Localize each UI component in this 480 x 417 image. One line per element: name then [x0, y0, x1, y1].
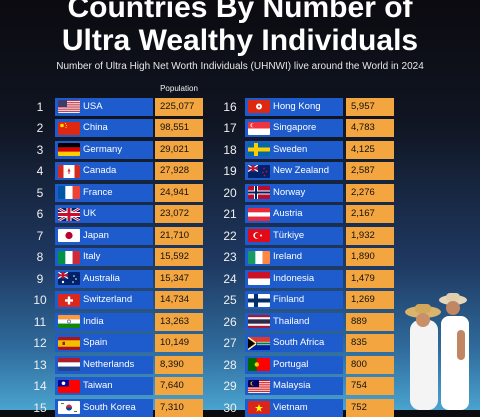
population-value: 1,269 — [346, 291, 394, 309]
subtitle: Number of Ultra High Net Worth Individua… — [56, 61, 424, 72]
france-flag-icon — [58, 186, 80, 199]
rank-number: 24 — [223, 271, 237, 286]
population-value: 1,890 — [346, 248, 394, 266]
population-value: 2,167 — [346, 205, 394, 223]
rank-number: 12 — [33, 336, 47, 350]
south-korea-flag-icon — [58, 401, 80, 414]
population-value: 98,551 — [155, 119, 203, 137]
rank-number: 20 — [223, 185, 237, 200]
rank-number: 14 — [33, 379, 47, 393]
population-value: 4,783 — [346, 119, 394, 137]
rank-number: 27 — [223, 336, 237, 350]
rank-number: 19 — [223, 164, 237, 178]
germany-flag-icon — [58, 143, 80, 156]
rank-number: 21 — [223, 207, 237, 221]
rank-number: 11 — [33, 314, 47, 329]
rank-number: 16 — [223, 99, 237, 114]
population-value: 23,072 — [155, 205, 203, 223]
switzerland-flag-icon — [58, 293, 80, 307]
population-value: 835 — [346, 334, 394, 352]
population-value: 754 — [346, 377, 394, 395]
japan-flag-icon — [58, 229, 80, 242]
norway-flag-icon — [248, 186, 270, 199]
turkiye-flag-icon — [248, 229, 270, 242]
population-value: 21,710 — [155, 226, 203, 245]
south-africa-flag-icon — [248, 336, 270, 350]
china-flag-icon — [58, 121, 80, 135]
population-value: 15,592 — [155, 248, 203, 266]
title-line-2: Ultra Wealthy Individuals — [61, 24, 419, 57]
population-value: 10,149 — [155, 334, 203, 352]
finland-flag-icon — [248, 293, 270, 307]
australia-flag-icon — [58, 272, 80, 285]
rank-number: 17 — [223, 121, 237, 135]
singapore-flag-icon — [248, 121, 270, 135]
population-value: 2,276 — [346, 183, 394, 202]
rank-number: 8 — [36, 250, 44, 264]
sweden-flag-icon — [248, 143, 270, 156]
rank-number: 23 — [223, 250, 237, 264]
vietnam-flag-icon — [248, 401, 270, 414]
canada-flag-icon — [58, 164, 80, 178]
taiwan-flag-icon — [58, 379, 80, 393]
population-value: 4,125 — [346, 140, 394, 159]
rank-number: 4 — [36, 164, 44, 178]
population-value: 8,390 — [155, 355, 203, 374]
population-value: 15,347 — [155, 269, 203, 288]
hong-kong-flag-icon — [248, 100, 270, 113]
population-value: 7,640 — [155, 377, 203, 395]
title-line-1: Countries By Number of — [67, 0, 413, 24]
portugal-flag-icon — [248, 358, 270, 371]
rank-number: 22 — [223, 228, 237, 243]
rank-number: 30 — [223, 400, 237, 415]
population-value: 29,021 — [155, 140, 203, 159]
indonesia-flag-icon — [248, 272, 270, 285]
population-value: 800 — [346, 355, 394, 374]
population-value: 1,932 — [346, 226, 394, 245]
rank-number: 18 — [223, 142, 237, 157]
rank-number: 5 — [36, 185, 44, 200]
malaysia-flag-icon — [248, 379, 270, 393]
rank-number: 1 — [36, 99, 44, 114]
rank-number: 26 — [223, 314, 237, 329]
population-column-header: Population — [160, 84, 198, 93]
population-value: 889 — [346, 312, 394, 331]
population-value: 1,479 — [346, 269, 394, 288]
netherlands-flag-icon — [58, 358, 80, 371]
population-value: 24,941 — [155, 183, 203, 202]
population-value: 5,957 — [346, 97, 394, 116]
rank-number: 29 — [223, 379, 237, 393]
new-zealand-flag-icon — [248, 164, 270, 178]
rank-number: 6 — [36, 207, 44, 221]
rank-number: 25 — [223, 293, 237, 307]
population-value: 27,928 — [155, 162, 203, 180]
rank-number: 7 — [36, 228, 44, 243]
india-flag-icon — [58, 315, 80, 328]
us-flag-icon — [58, 100, 80, 113]
population-value: 7,310 — [155, 398, 203, 417]
population-value: 2,587 — [346, 162, 394, 180]
thailand-flag-icon — [248, 315, 270, 328]
rank-number: 2 — [36, 121, 44, 135]
rank-number: 28 — [223, 357, 237, 372]
rank-number: 15 — [33, 400, 47, 415]
rank-number: 13 — [33, 357, 47, 372]
rank-number: 9 — [36, 271, 44, 286]
italy-flag-icon — [58, 250, 80, 264]
population-value: 225,077 — [155, 97, 203, 116]
population-value: 13,263 — [155, 312, 203, 331]
spain-flag-icon — [58, 336, 80, 350]
ireland-flag-icon — [248, 250, 270, 264]
austria-flag-icon — [248, 207, 270, 221]
population-value: 14,734 — [155, 291, 203, 309]
rank-number: 3 — [36, 142, 44, 157]
rank-number: 10 — [33, 293, 47, 307]
couple-photo-illustration — [405, 293, 469, 410]
population-value: 752 — [346, 398, 394, 417]
uk-flag-icon — [58, 207, 80, 221]
